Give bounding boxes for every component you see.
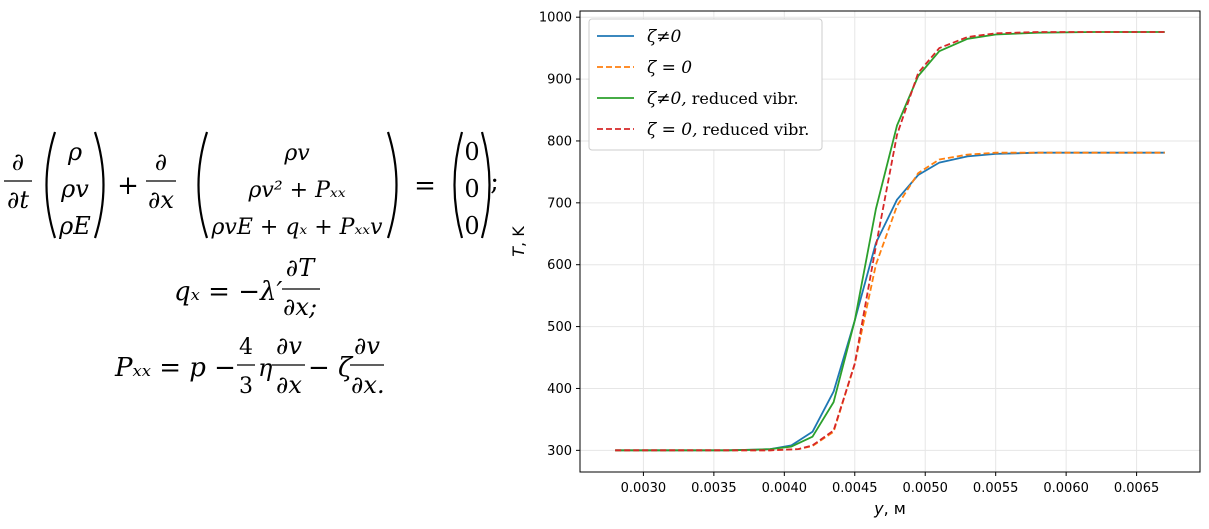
vector-zero-entry: 0 (464, 138, 479, 166)
vector-flux-entry: ρv² + Pₓₓ (247, 178, 345, 203)
y-tick-label: 500 (547, 320, 572, 335)
x-tick-label: 0.0055 (973, 481, 1019, 496)
temperature-chart: 0.0030 0.0035 0.0040 0.0045 0.0050 0.0055 0.00… (509, 10, 1201, 518)
series-layer (615, 31, 1165, 452)
equals-sign: = (414, 171, 436, 201)
y-tick-label: 300 (547, 444, 572, 459)
minus-zeta: − ζ (308, 353, 354, 383)
vector-left-entry: ρE (58, 212, 91, 240)
conservation-equation: ∂ ∂t ρ ρv ρE + ∂ ∂x ρv ρv² + Pₓₓ ρvE + q… (4, 131, 499, 240)
dt-denominator: ∂t (7, 186, 29, 214)
series-line (615, 31, 1165, 452)
y-tick-label: 400 (547, 382, 572, 397)
dx-period: ∂x. (351, 371, 385, 399)
semicolon: ; (490, 167, 499, 197)
x-tick-label: 0.0030 (621, 481, 667, 496)
y-axis-label: T, K (509, 226, 528, 257)
vector-zero-entry: 0 (464, 212, 479, 240)
axes-frame (579, 10, 1201, 473)
legend-label: ζ = 0 (647, 58, 692, 78)
y-tick-label: 800 (547, 134, 572, 149)
y-tick-label: 600 (547, 258, 572, 273)
legend-items: ζ≠0 ζ = 0 ζ≠0, reduced vibr. ζ = 0, reduced… (597, 27, 809, 140)
equations-panel: ∂ ∂t ρ ρv ρE + ∂ ∂x ρv ρv² + Pₓₓ ρvE + q… (4, 131, 499, 399)
y-tick-label: 1000 (539, 11, 572, 26)
dT-numerator: ∂T (286, 254, 316, 282)
y-tick-label: 900 (547, 73, 572, 88)
left-paren (453, 131, 464, 239)
pxx-lhs: Pₓₓ = p − (114, 353, 236, 383)
partial-symbol: ∂ (155, 148, 167, 176)
heat-flux-equation: qₓ = −λ′ ∂T ∂x; (174, 254, 320, 321)
x-tick-label: 0.0035 (691, 481, 737, 496)
three-denominator: 3 (239, 374, 253, 399)
x-tick-label: 0.0045 (832, 481, 878, 496)
legend-label: ζ≠0, reduced vibr. (647, 89, 799, 109)
x-tick-label: 0.0060 (1043, 481, 1089, 496)
grid (580, 11, 1200, 472)
dx-denominator: ∂x (276, 371, 302, 399)
x-tick-label: 0.0065 (1114, 481, 1160, 496)
dv-numerator: ∂v (276, 332, 302, 360)
legend-box (588, 18, 823, 151)
qx-lhs: qₓ = −λ′ (174, 277, 282, 307)
y-tick-label: 700 (547, 196, 572, 211)
eta-symbol: η (258, 354, 273, 382)
dv-numerator: ∂v (354, 332, 380, 360)
vector-left-entry: ρ (67, 138, 82, 166)
x-axis-label: y, м (873, 499, 906, 518)
left-paren (197, 131, 209, 239)
series-line (615, 151, 1165, 452)
x-tick-label: 0.0040 (762, 481, 808, 496)
partial-symbol: ∂ (12, 148, 24, 176)
vector-flux-entry: ρv (283, 141, 310, 166)
legend-label: ζ = 0, reduced vibr. (647, 120, 809, 140)
legend: ζ≠0 ζ = 0 ζ≠0, reduced vibr. ζ = 0, reduced… (588, 18, 823, 151)
dx-denominator: ∂x (148, 186, 174, 214)
right-paren (480, 131, 491, 239)
x-tick-label: 0.0050 (902, 481, 948, 496)
ticks: 0.0030 0.0035 0.0040 0.0045 0.0050 0.0055 0.00… (539, 11, 1159, 496)
dx-semicolon: ∂x; (283, 293, 317, 321)
vector-left-entry: ρv (60, 175, 89, 203)
legend-label: ζ≠0 (647, 27, 681, 47)
pressure-equation: Pₓₓ = p − 4 3 η ∂v ∂x − ζ ∂v ∂x. (114, 332, 385, 399)
four-numerator: 4 (239, 335, 253, 360)
left-paren (45, 131, 57, 239)
vector-zero-entry: 0 (464, 175, 479, 203)
series-line (615, 151, 1165, 452)
plus-sign: + (117, 171, 139, 201)
right-paren (93, 131, 105, 239)
vector-flux-entry: ρvE + qₓ + Pₓₓv (210, 215, 383, 240)
right-paren (386, 131, 398, 239)
